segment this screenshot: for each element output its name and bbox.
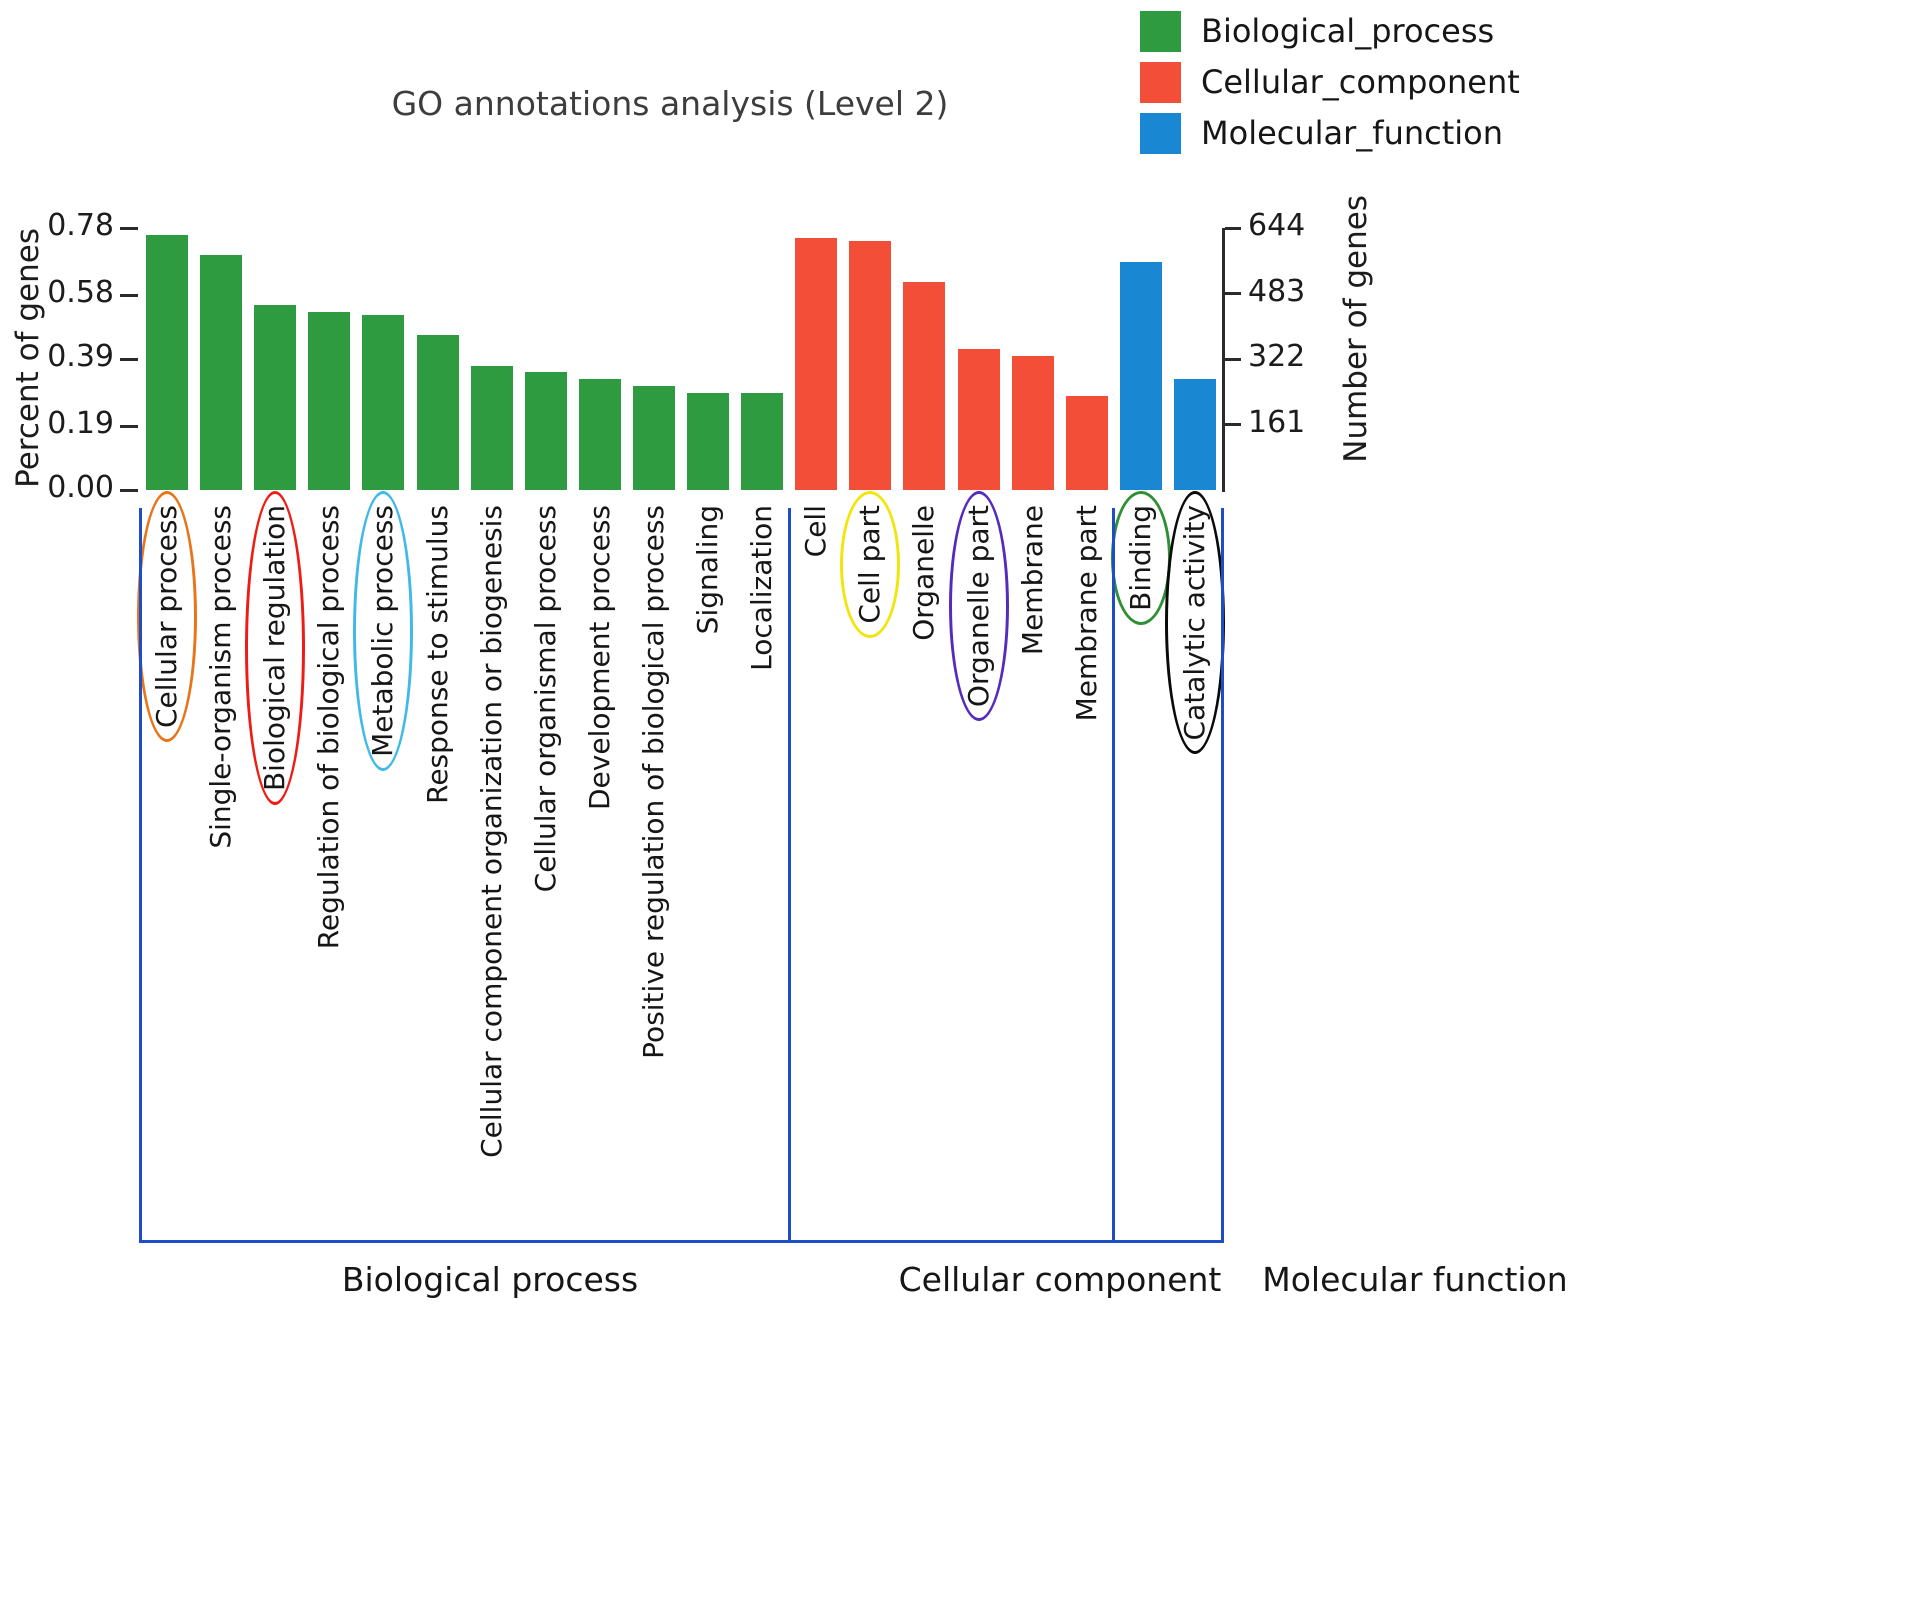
y-right-tick-label: 161 (1248, 404, 1306, 440)
bar (795, 238, 838, 490)
bar (416, 335, 459, 490)
legend-item-cellular-component: Cellular_component (1140, 61, 1520, 103)
x-tick-label: Signaling (691, 505, 725, 635)
x-tick-label: Response to stimulus (420, 505, 454, 804)
bar (903, 281, 946, 490)
bar (1119, 261, 1162, 490)
y-right-tick-label: 322 (1248, 339, 1306, 374)
y-right-tick (1225, 292, 1241, 295)
y-axis-right-title: Number of genes (1338, 195, 1374, 463)
bar (1065, 395, 1108, 490)
bar (254, 305, 297, 490)
y-axis-right-title-wrap: Number of genes (1330, 186, 1382, 472)
x-tick-label: Cellular component organization or bioge… (474, 505, 508, 1158)
highlight-ellipse (245, 491, 306, 805)
bar (362, 315, 405, 490)
bar (741, 392, 784, 490)
y-left-tick (120, 226, 138, 230)
group-label-molecular-function: Molecular function (1262, 1260, 1568, 1299)
x-tick-label: Regulation of biological process (312, 505, 346, 950)
y-left-tick (120, 357, 138, 361)
y-left-tick-label: 0.78 (47, 208, 114, 243)
y-left-tick-label: 0.58 (47, 275, 114, 311)
y-right-tick-label: 644 (1248, 208, 1306, 243)
bar (146, 234, 189, 490)
bar (687, 392, 730, 490)
highlight-ellipse (948, 491, 1009, 721)
legend-label-cellular-component: Cellular_component (1201, 63, 1520, 101)
chart-title: GO annotations analysis (Level 2) (391, 84, 949, 123)
x-tick-label: Single-organism process (204, 505, 238, 849)
bar (470, 365, 513, 490)
legend-swatch-cellular-component-icon (1140, 61, 1181, 103)
group-label-biological-process: Biological process (341, 1260, 639, 1299)
highlight-ellipse (840, 491, 901, 638)
bar (524, 372, 567, 490)
bar (957, 348, 1000, 490)
y-right-tick (1225, 423, 1241, 426)
bar (1173, 379, 1216, 490)
y-left-tick (120, 488, 138, 492)
x-tick-label: Development process (582, 505, 616, 810)
bar (1011, 355, 1054, 490)
y-left-tick-label: 0.19 (47, 406, 114, 442)
bar (200, 254, 243, 490)
legend-swatch-biological-process-icon (1140, 10, 1181, 52)
bar (308, 311, 351, 490)
group-bracket-vertical (138, 508, 142, 1243)
bar (578, 379, 621, 490)
legend-label-biological-process: Biological_process (1201, 12, 1495, 50)
x-tick-label: Cellular organismal process (528, 505, 562, 893)
highlight-ellipse (137, 491, 198, 742)
y-right-tick-label: 483 (1248, 273, 1306, 309)
y-left-tick-label: 0.39 (47, 339, 114, 374)
group-label-cellular-component: Cellular component (898, 1260, 1222, 1299)
bar (849, 241, 892, 490)
x-tick-label: Localization (745, 505, 779, 671)
highlight-ellipse (353, 491, 414, 771)
y-right-tick (1225, 226, 1241, 230)
x-tick-label: Organelle (907, 505, 941, 641)
x-tick-label: Positive regulation of biological proces… (636, 505, 670, 1059)
legend-item-molecular-function: Molecular_function (1140, 112, 1520, 154)
y-right-tick (1225, 357, 1241, 361)
legend-item-biological-process: Biological_process (1140, 10, 1520, 52)
bar (632, 385, 675, 490)
highlight-ellipse (1110, 491, 1171, 625)
y-left-tick (120, 293, 138, 297)
legend: Biological_process Cellular_component Mo… (1140, 10, 1520, 163)
highlight-ellipse (1164, 491, 1225, 754)
x-tick-label: Cell (799, 505, 833, 558)
group-bracket-vertical (1220, 508, 1224, 1243)
y-left-tick-label: 0.00 (47, 470, 114, 505)
y-left-tick (120, 424, 138, 428)
group-bracket-vertical (1112, 508, 1116, 1243)
x-tick-label: Membrane (1015, 505, 1049, 656)
x-tick-label: Membrane part (1069, 505, 1103, 722)
legend-swatch-molecular-function-icon (1140, 112, 1181, 154)
group-bracket-vertical (787, 508, 791, 1243)
legend-label-molecular-function: Molecular_function (1201, 114, 1504, 152)
y-right-axis-line (1222, 228, 1225, 492)
group-bracket-horizontal (138, 1240, 1224, 1243)
